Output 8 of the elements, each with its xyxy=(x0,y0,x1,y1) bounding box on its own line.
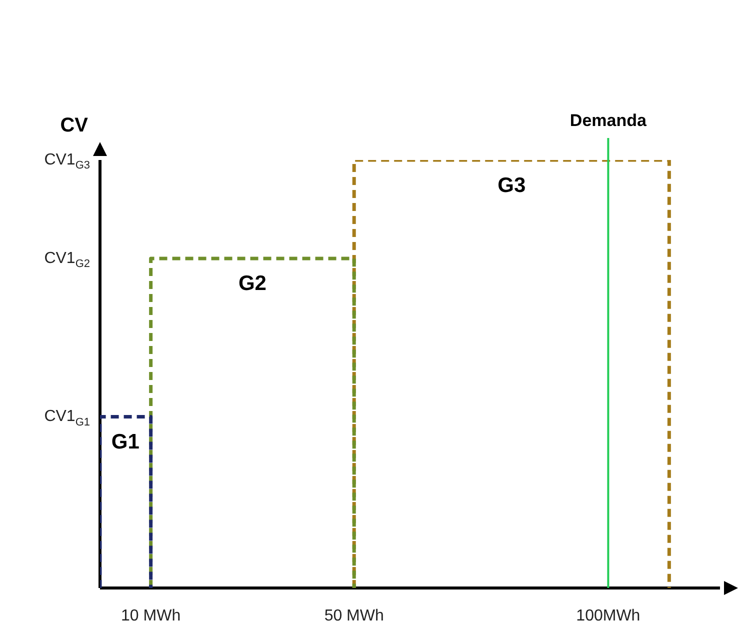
series-label: G1 xyxy=(111,430,140,454)
y-axis-title: CV xyxy=(60,114,89,137)
x-tick-label: 100MWh xyxy=(576,607,640,624)
x-tick-label: 10 MWh xyxy=(121,607,181,624)
x-tick-label: 50 MWh xyxy=(324,607,384,624)
series-label: G3 xyxy=(498,174,526,197)
ref-line-label: Demanda xyxy=(570,111,647,130)
series-label: G2 xyxy=(238,272,266,296)
